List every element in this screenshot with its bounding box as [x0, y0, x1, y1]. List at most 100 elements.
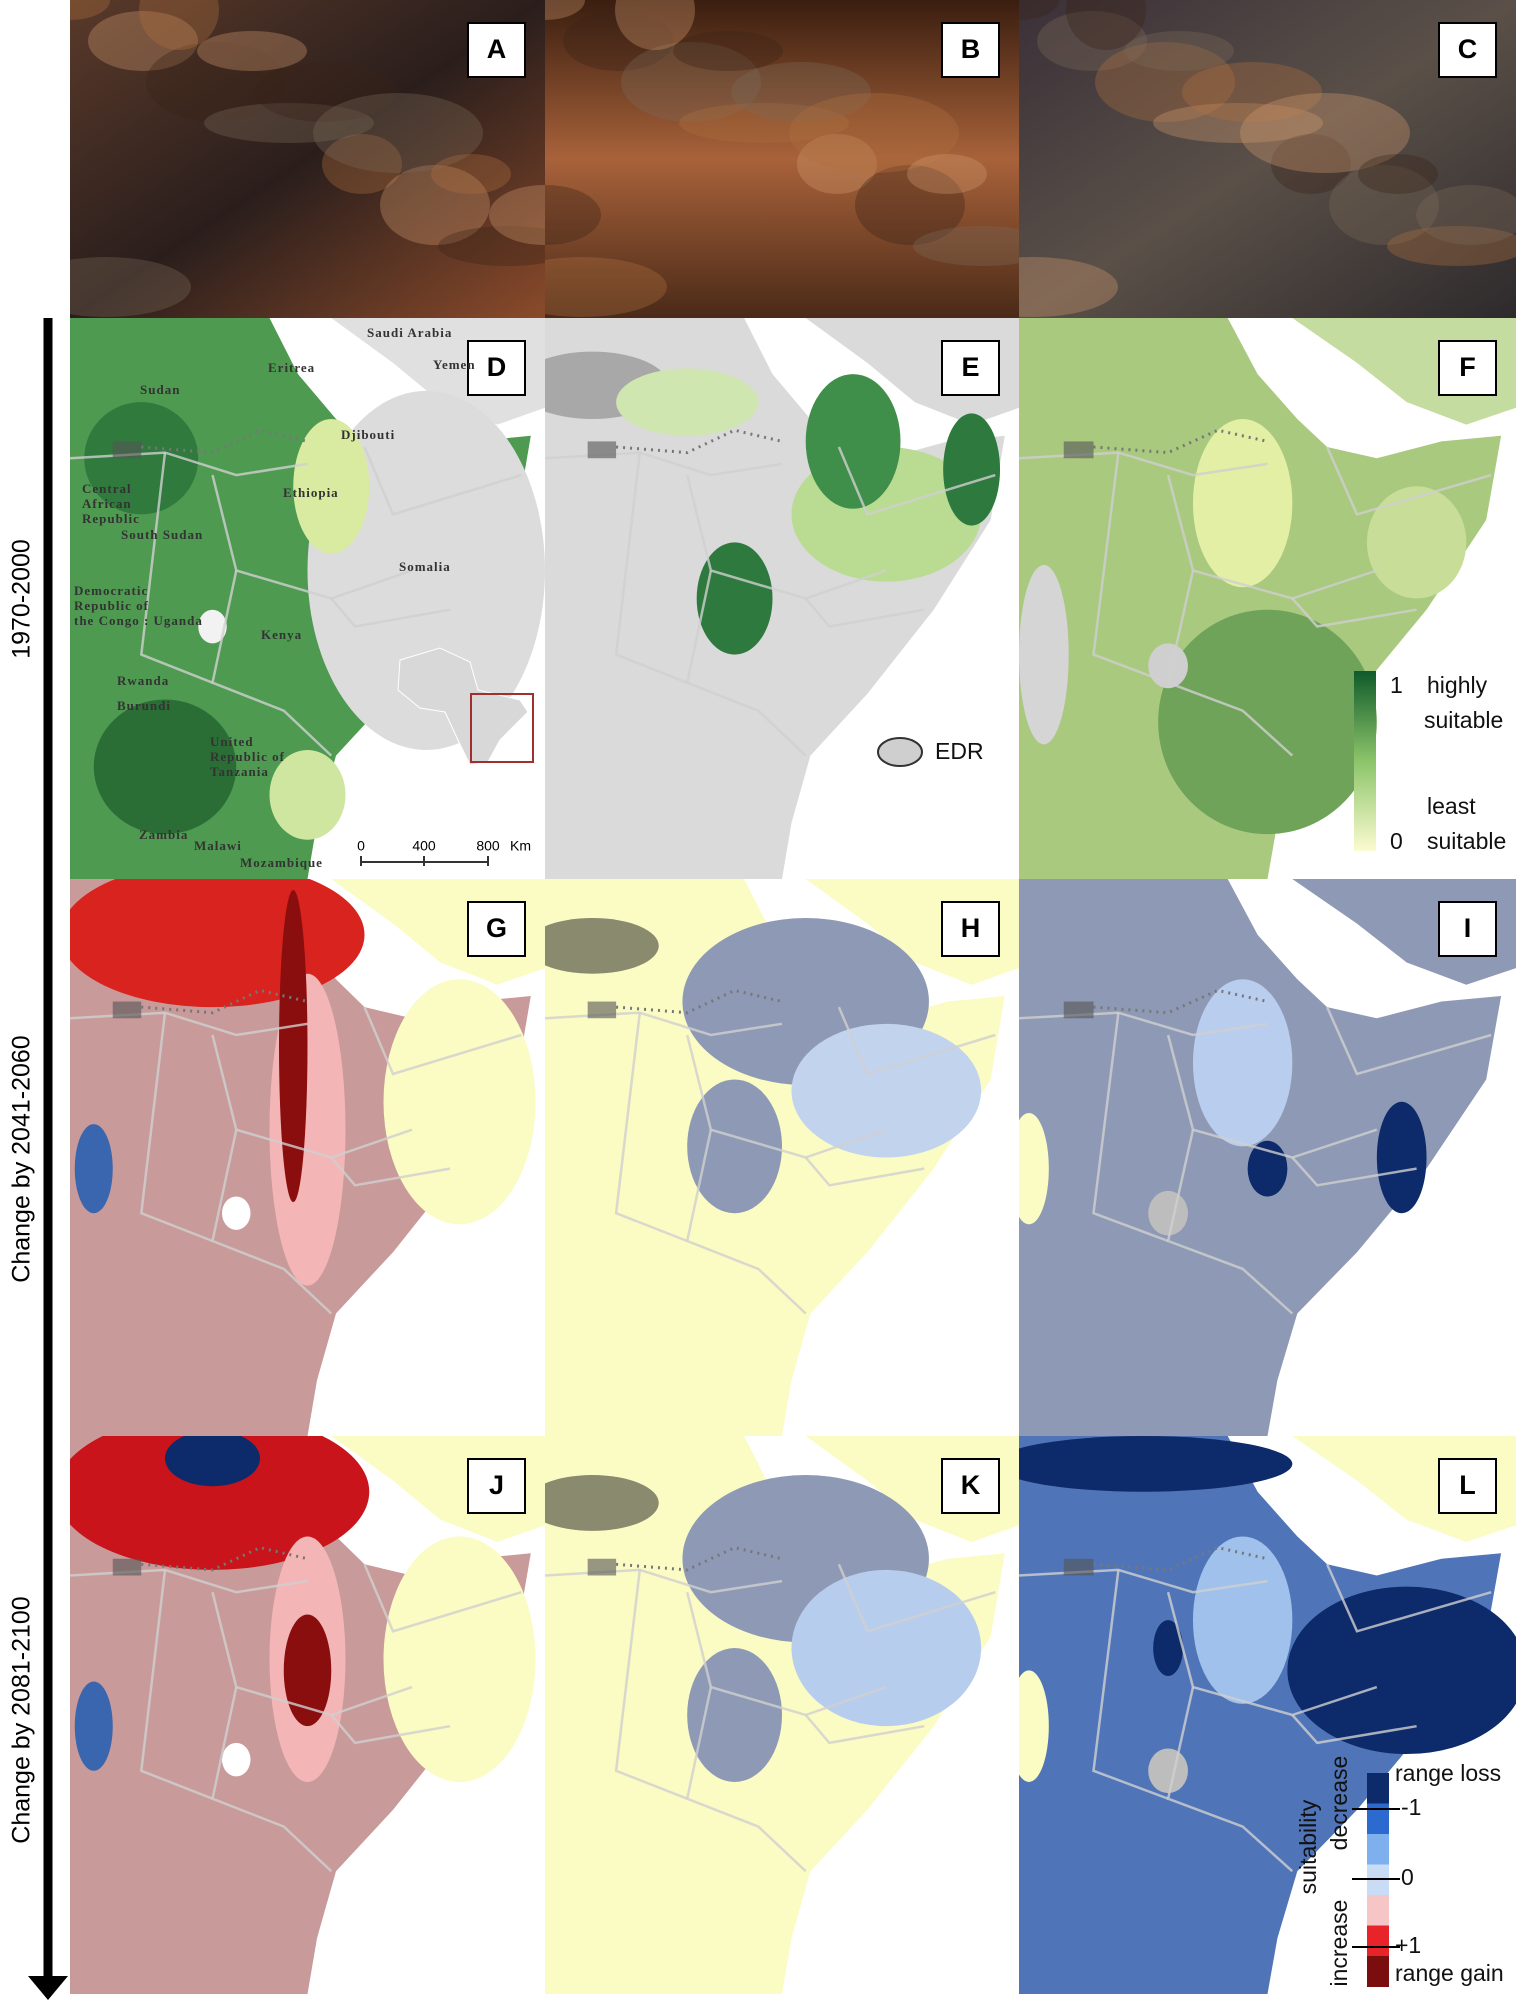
photo-texture	[1387, 226, 1516, 266]
map-region	[222, 1196, 251, 1230]
map-region	[198, 609, 227, 644]
border	[614, 1012, 688, 1243]
border	[1092, 1569, 1169, 1800]
country-label: the Congo : Uganda	[74, 613, 203, 628]
photo-texture	[438, 226, 545, 266]
panel	[1019, 1436, 1516, 1994]
map-region	[696, 542, 773, 655]
border	[1166, 570, 1294, 757]
border	[139, 1569, 213, 1800]
country-label: Republic of	[74, 598, 149, 613]
border	[685, 474, 887, 600]
border	[1325, 1006, 1492, 1076]
border	[804, 1156, 925, 1187]
panel	[1019, 0, 1516, 318]
photo-texture	[431, 154, 511, 194]
panel-letter-box	[1438, 22, 1497, 78]
map-region	[74, 1681, 113, 1771]
map-region	[687, 1648, 782, 1782]
country-label: Ethiopia	[283, 485, 339, 500]
suitability-colorbar	[1354, 671, 1376, 851]
panel-letter: L	[1459, 1470, 1476, 1500]
panel-letter-box	[1438, 340, 1497, 396]
border	[614, 452, 688, 684]
row-label: 1970-2000	[8, 539, 36, 659]
map-region	[545, 917, 659, 974]
panel-letter: F	[1459, 352, 1476, 382]
scale-label: 0	[357, 838, 365, 854]
border	[1325, 1563, 1492, 1633]
legend-label: suitable	[1427, 828, 1506, 854]
country-label: Sudan	[140, 382, 180, 397]
border	[363, 1006, 522, 1076]
map-region	[293, 418, 370, 554]
hatched-area	[1063, 1001, 1094, 1019]
inset-box	[470, 693, 534, 763]
legend-value: 0	[1401, 1864, 1414, 1890]
photo-texture	[1182, 62, 1322, 122]
hatched-area	[1063, 441, 1094, 459]
edr-boundary	[615, 1546, 783, 1572]
photo-texture	[615, 0, 695, 50]
photo-texture	[1240, 93, 1410, 173]
border	[139, 452, 213, 684]
photo-texture	[789, 93, 959, 173]
border	[1291, 1156, 1417, 1187]
hatched-area	[587, 1001, 617, 1019]
panel-letter-box	[941, 22, 1000, 78]
photo-texture	[545, 185, 601, 245]
legend-label: range gain	[1395, 1960, 1504, 1986]
map-region	[616, 368, 759, 436]
legend-value: +1	[1395, 1932, 1421, 1958]
photo-texture	[255, 62, 395, 122]
border	[1092, 452, 1169, 684]
map-region	[165, 1436, 260, 1487]
map-region	[1148, 1748, 1188, 1794]
photo-texture	[679, 103, 849, 143]
border	[363, 446, 522, 516]
hatched-area	[112, 441, 142, 459]
panel	[545, 0, 1019, 318]
border	[330, 1714, 451, 1745]
map-region	[283, 1614, 332, 1727]
country-label: Republic	[82, 511, 140, 526]
border	[363, 1563, 522, 1633]
photo-texture	[907, 154, 987, 194]
edr-boundary	[141, 988, 308, 1015]
panel	[70, 1436, 545, 1994]
edr-boundary	[1093, 988, 1268, 1015]
edr-boundary	[615, 428, 783, 455]
photo-texture	[380, 165, 490, 245]
photo-texture	[673, 31, 783, 71]
map-region	[791, 1569, 982, 1727]
map-region	[1192, 979, 1293, 1147]
photo-texture	[621, 42, 761, 122]
country-label: Saudi Arabia	[367, 325, 452, 340]
border	[804, 597, 925, 628]
panel-letter-box	[467, 1458, 526, 1514]
photo	[545, 0, 1019, 318]
photo-texture	[855, 165, 965, 245]
country-label: Eritrea	[268, 360, 315, 375]
panel-letter: C	[1458, 34, 1478, 64]
photo-texture	[1416, 185, 1516, 245]
hatched-area	[587, 441, 617, 459]
legend-axis-label: decrease	[1326, 1756, 1352, 1851]
border	[837, 1563, 996, 1633]
border	[330, 1156, 451, 1187]
border	[614, 1569, 688, 1800]
legend-value: 1	[1390, 672, 1403, 698]
hatched-area	[112, 1001, 142, 1019]
map-region	[1019, 1112, 1049, 1225]
border	[211, 1686, 333, 1873]
panel	[70, 318, 545, 879]
photo-texture	[1329, 165, 1439, 245]
change-colorbar-step	[1367, 1895, 1389, 1926]
photo-texture	[1124, 31, 1234, 71]
map-region	[1192, 1536, 1293, 1704]
map-region	[93, 699, 237, 835]
photo-texture	[913, 226, 1019, 266]
panel-letter-box	[941, 340, 1000, 396]
border	[1291, 597, 1417, 628]
photo-texture	[313, 93, 483, 173]
